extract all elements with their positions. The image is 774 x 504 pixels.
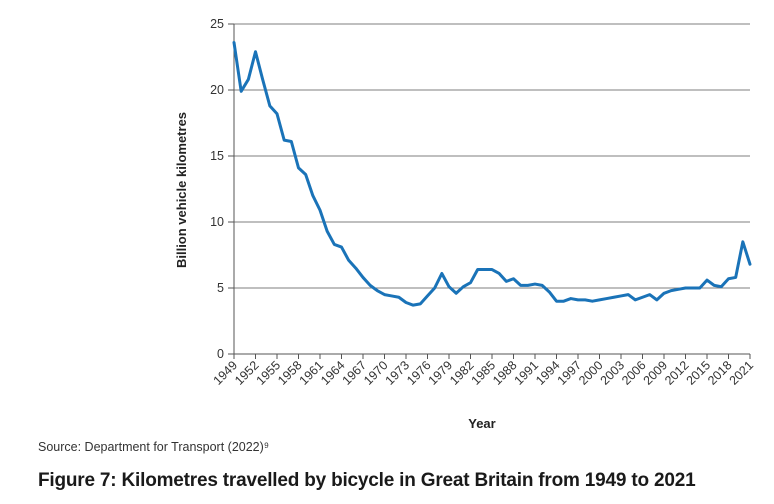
y-tick-label: 5 [217,281,224,295]
y-tick-label: 20 [210,83,224,97]
x-axis-title: Year [468,416,495,431]
y-axis-title: Billion vehicle kilometres [174,112,189,268]
x-tick-label: 2021 [727,358,757,388]
y-tick-label: 0 [217,347,224,361]
figure-caption: Figure 7: Kilometres travelled by bicycl… [38,470,696,491]
y-tick-label: 10 [210,215,224,229]
source-note: Source: Department for Transport (2022)⁹ [38,440,270,454]
y-tick-label: 25 [210,17,224,31]
series-line-bicycle-km [232,40,752,307]
y-axis: 0 5 10 15 20 25 [210,17,235,361]
y-tick-label: 15 [210,149,224,163]
x-axis: 1949195219551958196119641967197019731976… [211,353,757,388]
